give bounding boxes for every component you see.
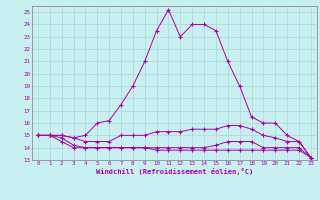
X-axis label: Windchill (Refroidissement éolien,°C): Windchill (Refroidissement éolien,°C) bbox=[96, 168, 253, 175]
